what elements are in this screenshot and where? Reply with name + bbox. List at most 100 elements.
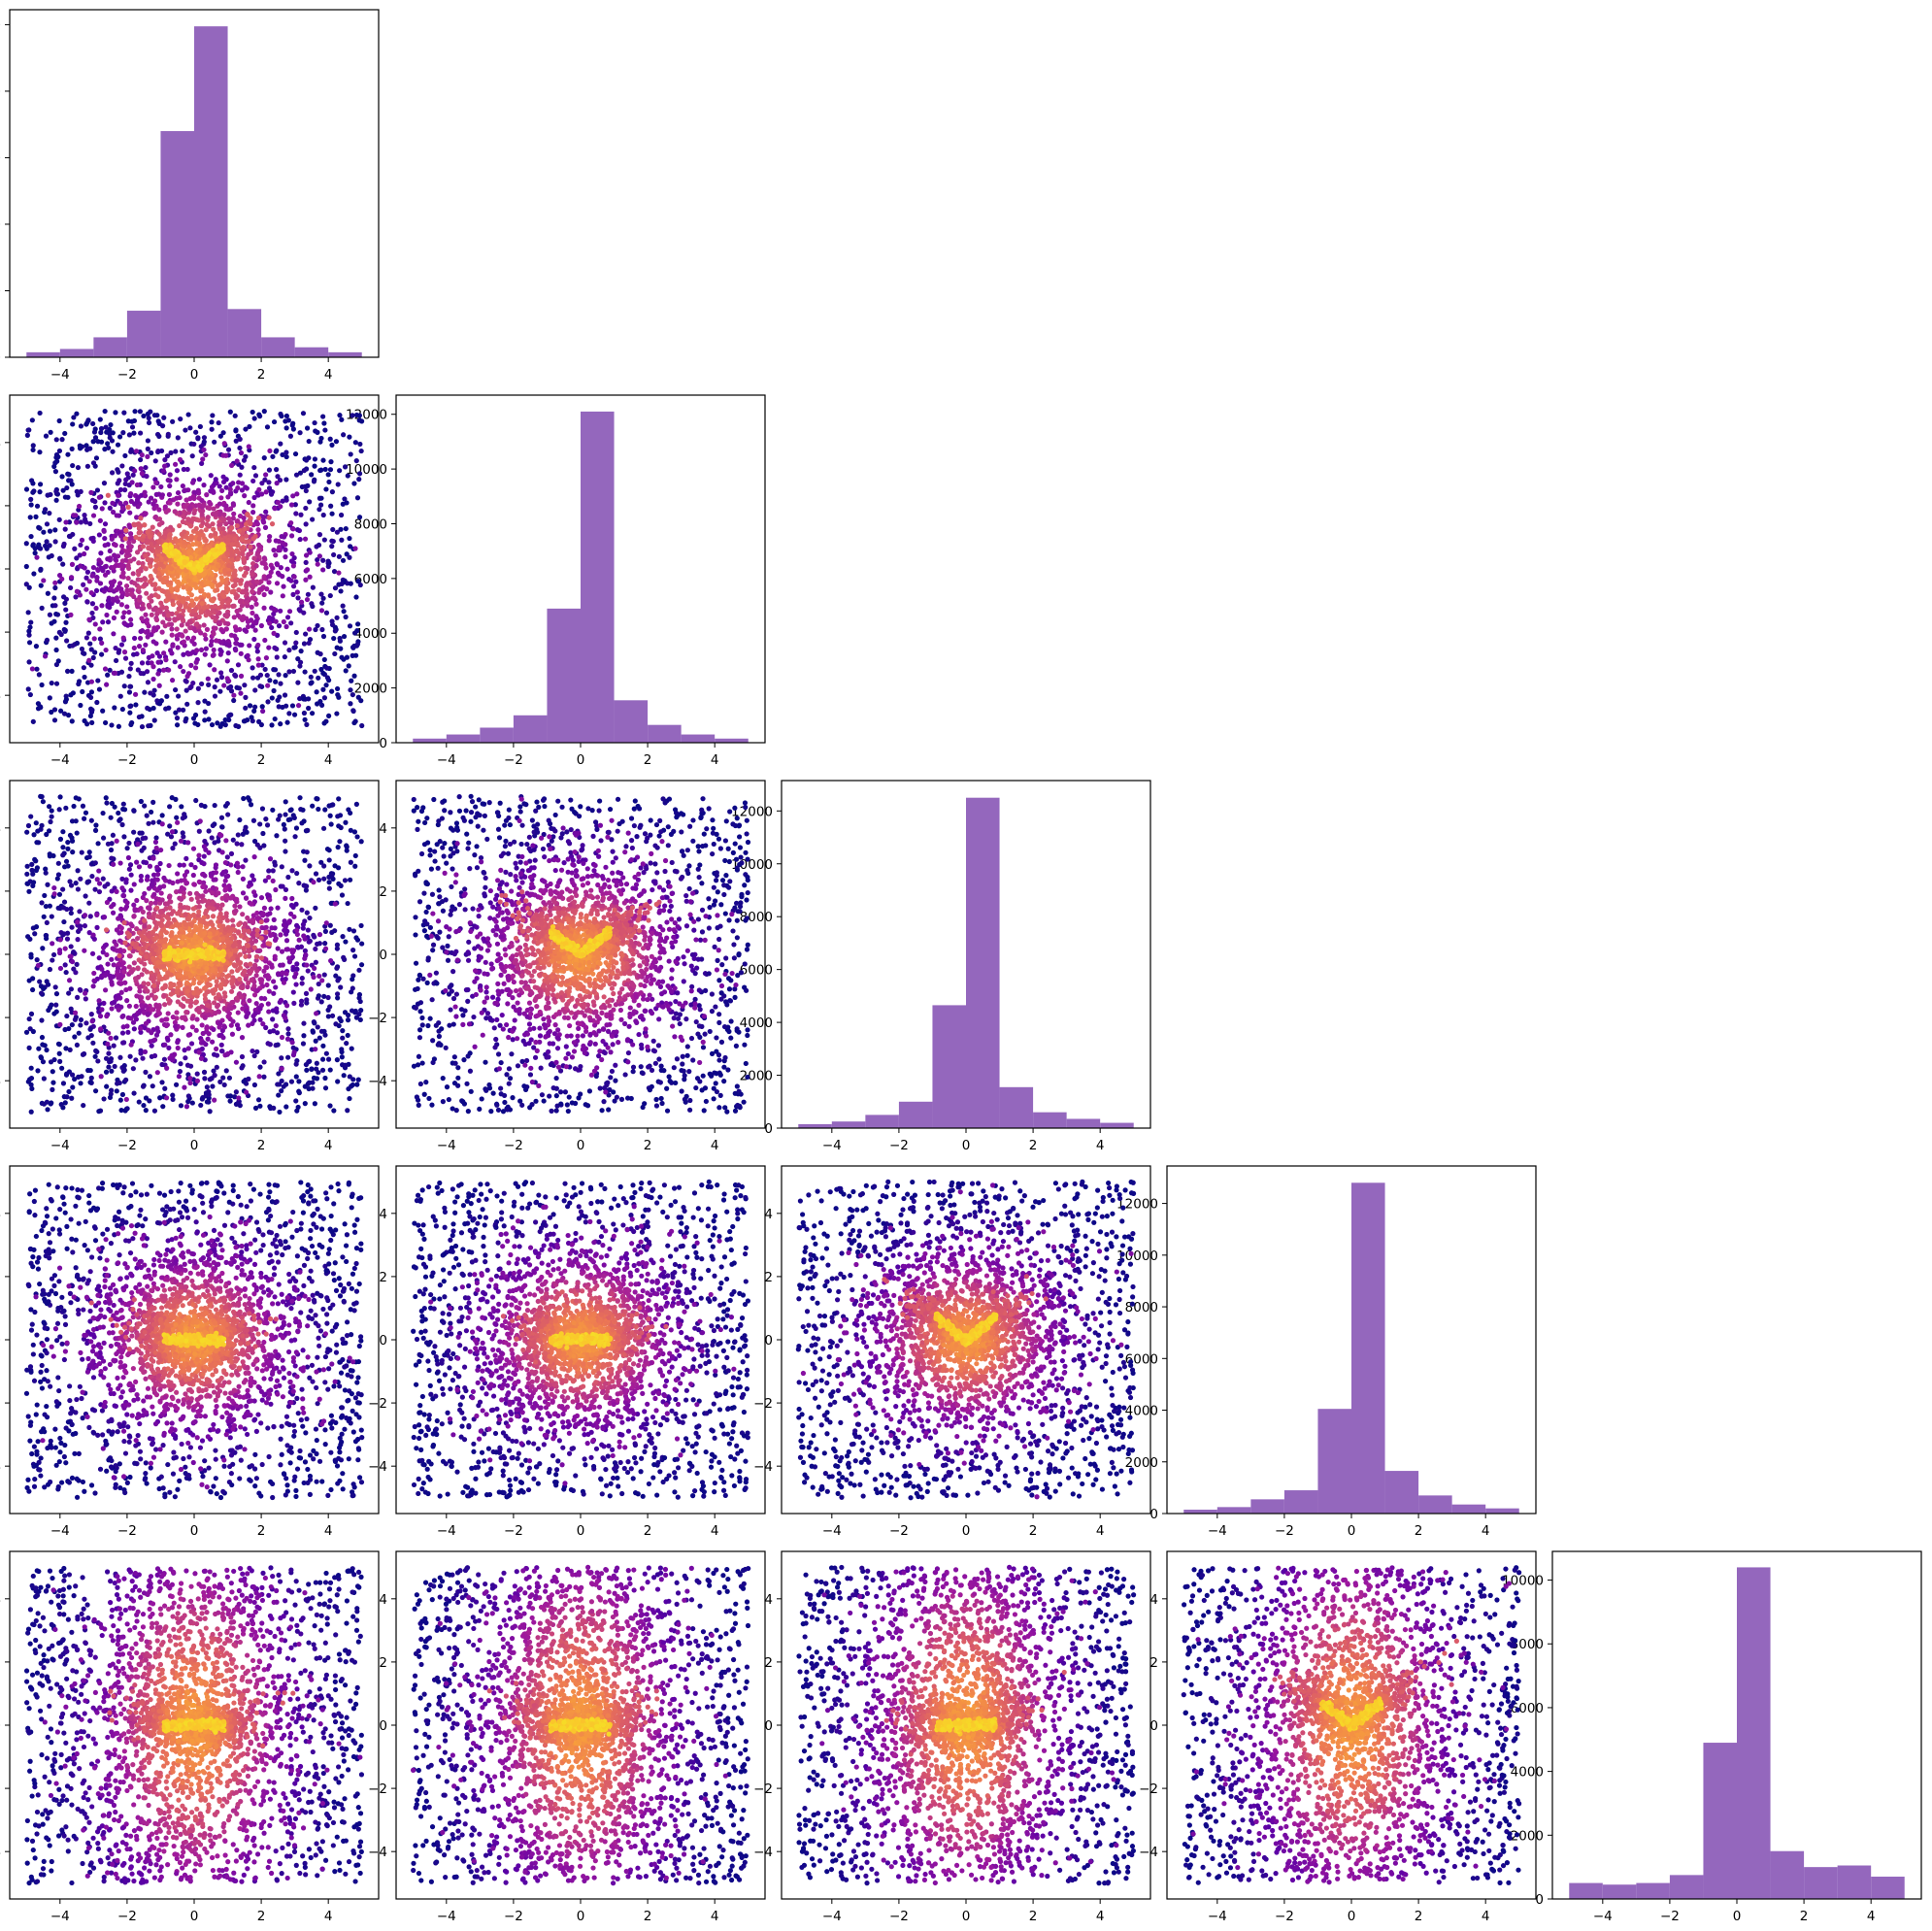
scatter-point	[148, 690, 153, 696]
scatter-point	[146, 602, 151, 608]
scatter-point	[172, 549, 178, 555]
scatter-point	[306, 939, 312, 945]
scatter-point	[41, 578, 47, 583]
hist-var5-bar	[1871, 1877, 1905, 1899]
scatter-point	[184, 635, 191, 641]
scatter-point	[299, 975, 305, 982]
scatter-point	[146, 419, 152, 426]
scatter-point	[227, 486, 233, 492]
scatter-point	[153, 835, 159, 841]
scatter-point	[250, 873, 255, 879]
scatter-point	[277, 545, 283, 550]
scatter-point	[37, 482, 44, 487]
scatter-point	[137, 409, 143, 415]
scatter-point	[181, 890, 186, 896]
scatter-point	[204, 626, 211, 632]
scatter-point	[168, 580, 174, 585]
hist-var3-xtick-label: −4	[822, 1138, 842, 1153]
scatter-point	[250, 571, 255, 578]
scatter-point	[95, 566, 101, 573]
scatter-point	[164, 1065, 170, 1071]
scatter-point	[39, 822, 45, 828]
scatter-point	[105, 619, 112, 625]
scatter-point	[183, 855, 189, 861]
scatter-point	[221, 1082, 227, 1088]
scatter-point	[241, 1079, 247, 1084]
scatter-point	[113, 556, 118, 562]
scatter-point	[149, 495, 154, 501]
scatter-point	[86, 853, 92, 860]
scatter-point	[82, 674, 87, 681]
scatter-point	[186, 544, 192, 549]
scatter-point	[105, 672, 111, 678]
scatter-point	[293, 640, 299, 646]
scatter-point	[356, 477, 362, 483]
scatter-point	[167, 472, 173, 478]
scatter-point	[197, 423, 203, 430]
hist-var5-xtick-label: −4	[1593, 1909, 1613, 1924]
scatter-point	[290, 563, 296, 569]
scatter-point	[80, 650, 86, 656]
scatter-point	[159, 813, 165, 818]
scatter-point	[353, 935, 359, 941]
scatter-point	[231, 615, 237, 620]
hist-var2-xtick-label: −2	[504, 752, 523, 768]
scatter-point	[328, 900, 334, 907]
scatter-point	[263, 472, 269, 478]
hist-var1-ytick-label: 10000	[0, 17, 1, 33]
scatter-point	[51, 1011, 57, 1016]
scatter-point	[301, 468, 307, 474]
scatter-point	[320, 557, 326, 563]
scatter-point	[130, 1019, 137, 1025]
scatter-point	[201, 853, 207, 859]
scatter-point	[118, 642, 125, 648]
scatter-point	[150, 705, 156, 712]
scatter-point	[123, 1077, 129, 1082]
scatter-point	[131, 521, 137, 527]
scatter-point	[133, 534, 139, 540]
scatter-point	[150, 524, 155, 530]
scatter-point	[111, 631, 117, 637]
scatter-point	[49, 552, 54, 559]
scatter-point	[26, 427, 32, 433]
scatter-point	[92, 1088, 99, 1094]
scatter-point	[139, 660, 146, 666]
scatter-point	[344, 1040, 350, 1047]
hist-var5-bar	[1837, 1865, 1872, 1899]
scatter-point	[35, 828, 41, 834]
scatter-point	[62, 600, 68, 606]
scatter-point	[69, 561, 76, 567]
scatter-point	[301, 610, 307, 616]
scatter-point	[147, 579, 153, 584]
scatter-point	[152, 515, 158, 520]
hist-var4-bar	[1183, 1510, 1217, 1514]
scatter-point	[26, 659, 32, 665]
scatter-point	[53, 611, 59, 617]
scatter-point	[83, 575, 89, 581]
scatter-point	[218, 1042, 224, 1048]
scatter-point	[189, 453, 195, 459]
scatter-point	[37, 449, 43, 455]
scatter-point	[261, 1059, 267, 1065]
scatter-point	[26, 640, 33, 646]
scatter-point	[108, 421, 114, 428]
scatter-point	[109, 438, 116, 444]
scatter-point	[345, 900, 350, 907]
hist-var2-ytick-label: 0	[379, 736, 387, 751]
scatter-point	[113, 645, 118, 651]
hist-var4-bar	[1451, 1504, 1486, 1514]
scatter-point	[217, 605, 222, 611]
scatter-point	[260, 830, 266, 837]
hist-var1-bar	[160, 131, 194, 357]
scatter-point	[168, 449, 174, 455]
scatter-point	[274, 581, 281, 586]
scatter-point	[26, 888, 32, 894]
scatter-point	[329, 511, 335, 516]
scatter-point	[187, 425, 193, 431]
hist-var3-xtick-label: 0	[962, 1138, 971, 1153]
scatter-point	[68, 944, 74, 949]
scatter-point	[322, 928, 329, 934]
scatter-point	[124, 604, 130, 610]
scatter-point	[143, 835, 149, 841]
